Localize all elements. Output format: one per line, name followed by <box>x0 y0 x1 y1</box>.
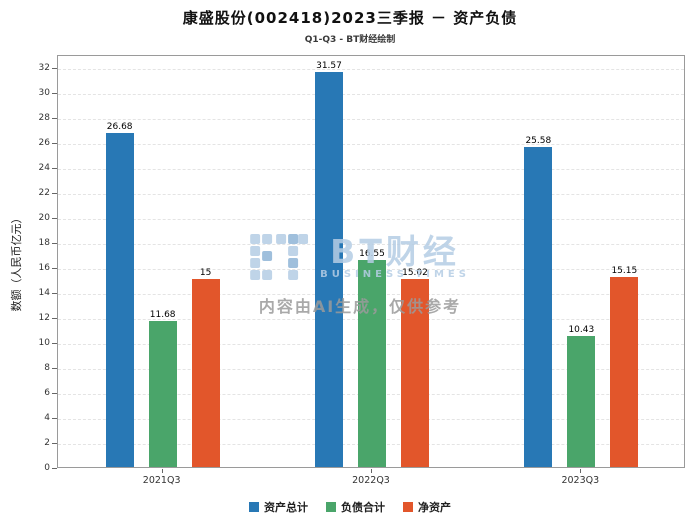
y-tick-mark <box>52 417 57 419</box>
bar-value-label: 26.68 <box>106 122 133 133</box>
bar-value-label: 15.15 <box>611 266 638 277</box>
bar-series-2 <box>191 279 220 467</box>
y-tick-mark <box>52 117 57 119</box>
x-tick-label: 2021Q3 <box>142 475 181 486</box>
bar-series-0 <box>315 71 343 467</box>
y-tick-label: 20 <box>38 212 50 223</box>
legend-label: 负债合计 <box>341 501 385 514</box>
y-tick-label: 30 <box>38 87 50 98</box>
y-tick-label: 12 <box>38 312 50 323</box>
bar-series-1 <box>148 320 177 467</box>
legend-label: 资产总计 <box>264 501 308 514</box>
y-tick-label: 24 <box>38 162 50 173</box>
gridline <box>58 93 684 95</box>
y-tick-label: 28 <box>38 112 50 123</box>
bar-series-1 <box>358 259 386 467</box>
bar-value-label: 25.58 <box>525 135 552 146</box>
y-tick-label: 18 <box>38 237 50 248</box>
gridline <box>58 168 684 170</box>
y-tick-label: 4 <box>44 412 50 423</box>
bar-value-label: 11.68 <box>149 309 176 320</box>
y-tick-mark <box>52 217 57 219</box>
y-tick-mark <box>52 167 57 169</box>
legend: 资产总计 负债合计 净资产 <box>0 499 700 515</box>
y-tick-mark <box>52 292 57 294</box>
chart-title: 康盛股份(002418)2023三季报 － 资产负债 <box>182 9 518 27</box>
bar-value-label: 15 <box>199 268 212 279</box>
gridline <box>58 193 684 195</box>
y-tick-mark <box>52 92 57 94</box>
legend-swatch-icon <box>403 502 413 512</box>
legend-item: 净资产 <box>403 499 451 515</box>
legend-swatch-icon <box>249 502 259 512</box>
y-tick-mark <box>52 392 57 394</box>
gridline <box>58 143 684 145</box>
y-tick-label: 26 <box>38 137 50 148</box>
gridline <box>58 243 684 245</box>
bar-series-1 <box>567 336 596 467</box>
bar-series-2 <box>401 279 429 467</box>
legend-item: 负债合计 <box>326 499 385 515</box>
y-tick-mark <box>52 367 57 369</box>
x-tick-mark <box>580 469 582 473</box>
chart-subtitle: Q1-Q3 - BT财经绘制 <box>304 35 396 45</box>
bt-logo-icon <box>250 234 309 281</box>
y-tick-mark <box>52 267 57 269</box>
y-tick-label: 2 <box>44 437 50 448</box>
y-tick-mark <box>52 442 57 444</box>
x-tick-label: 2022Q3 <box>352 475 390 486</box>
y-tick-label: 16 <box>38 262 50 273</box>
y-tick-label: 6 <box>44 387 50 398</box>
y-tick-label: 32 <box>38 62 50 73</box>
legend-label: 净资产 <box>418 501 451 514</box>
gridline <box>58 68 684 70</box>
y-tick-mark <box>52 342 57 344</box>
y-tick-label: 8 <box>44 362 50 373</box>
x-tick-label: 2023Q3 <box>561 475 600 486</box>
bar-series-0 <box>105 133 134 467</box>
gridline <box>58 218 684 220</box>
bar-series-0 <box>524 146 553 467</box>
plot-area: BT财经 BUSINESS TIMES 内容由AI生成，仅供参考 26.68 11… <box>57 55 685 468</box>
y-tick-mark <box>52 142 57 144</box>
legend-swatch-icon <box>326 502 336 512</box>
y-tick-label: 0 <box>44 463 50 473</box>
x-tick-mark <box>371 469 372 473</box>
y-tick-mark <box>52 192 57 194</box>
bar-value-label: 15.02 <box>402 268 428 279</box>
x-tick-mark <box>161 469 163 473</box>
y-tick-label: 14 <box>38 287 50 298</box>
y-tick-mark <box>52 242 57 244</box>
y-tick-mark <box>52 468 57 469</box>
legend-item: 资产总计 <box>249 499 308 515</box>
gridline <box>58 118 684 120</box>
y-tick-mark <box>52 67 57 69</box>
y-tick-label: 22 <box>38 187 50 198</box>
bar-value-label: 31.57 <box>316 60 342 71</box>
y-tick-mark <box>52 317 57 319</box>
bar-series-2 <box>610 277 639 467</box>
bar-value-label: 16.55 <box>359 248 385 259</box>
y-tick-label: 10 <box>38 337 50 348</box>
bar-value-label: 10.43 <box>568 325 595 336</box>
